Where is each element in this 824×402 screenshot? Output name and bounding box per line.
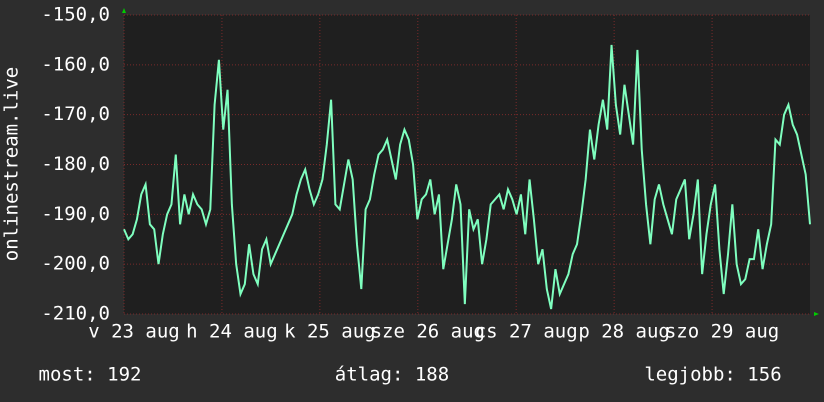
line <box>123 44 811 310</box>
stat-text: most: 192 <box>39 364 142 386</box>
y-tick-label: -160,0 <box>41 53 110 75</box>
stat-text: átlag: 188 <box>335 364 449 386</box>
axis-arrow <box>122 8 126 13</box>
y-tick-label: -200,0 <box>41 253 110 275</box>
y-tick-label: -170,0 <box>41 103 110 125</box>
x-tick-label: h 24 aug <box>186 321 278 343</box>
x-tick-label: szo 29 aug <box>665 321 779 343</box>
x-tick-label: v 23 aug <box>88 321 180 343</box>
x-tick-label: k 25 aug <box>284 321 376 343</box>
y-axis-label: onlinestream.live <box>1 67 23 261</box>
y-tick-label: -150,0 <box>41 4 110 26</box>
x-tick-label: p 28 aug <box>578 321 670 343</box>
y-tick-label: -190,0 <box>41 203 110 225</box>
y-tick-label: -210,0 <box>41 303 110 325</box>
stat-text: legjobb: 156 <box>644 364 781 386</box>
axis-arrow <box>814 312 819 316</box>
y-tick-label: -180,0 <box>41 153 110 175</box>
x-tick-label: sze 26 aug <box>371 321 485 343</box>
x-tick-label: cs 27 aug <box>475 321 578 343</box>
